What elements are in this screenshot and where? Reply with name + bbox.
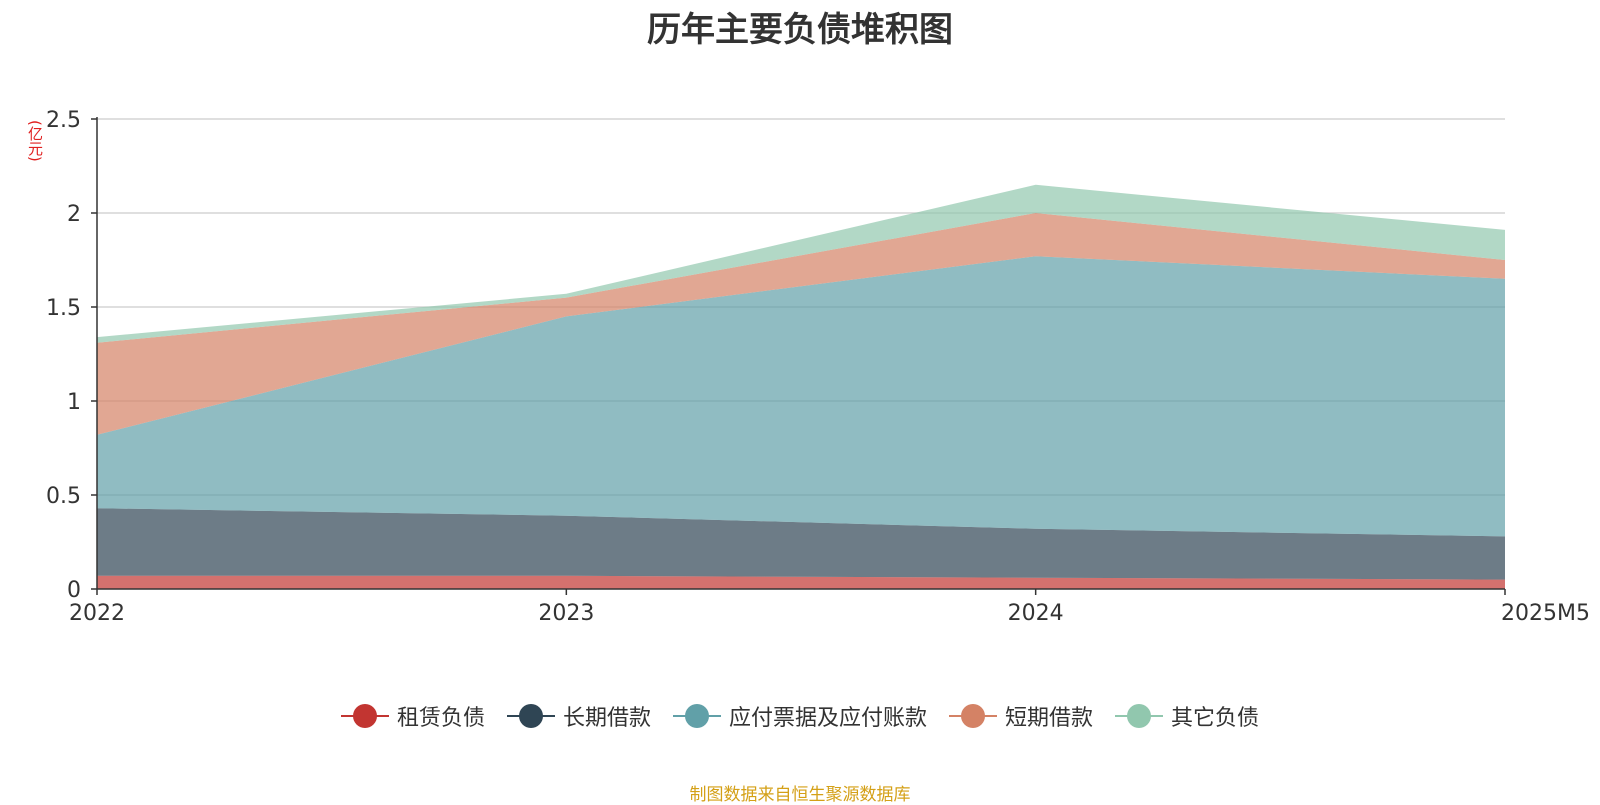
data-source-note: 制图数据来自恒生聚源数据库 [689,785,911,805]
legend-label: 其它负债 [1171,706,1260,731]
legend-marker-icon [1115,704,1164,728]
area-短期借款 [97,213,1505,435]
x-tick-label: 2022 [69,601,125,626]
legend-label: 长期借款 [562,706,651,731]
y-tick-label: 2 [67,202,81,227]
legend-marker-icon [949,704,997,728]
x-tick-label: 2023 [538,601,594,626]
legend-label: 短期借款 [1005,706,1094,731]
legend-item[interactable]: 长期借款 [506,700,651,732]
legend-marker-icon [340,704,389,728]
legend-marker-icon [672,704,721,728]
x-tick-label: 2024 [1008,601,1064,626]
legend-marker-icon [506,704,555,728]
y-tick-label: 2.5 [46,108,81,133]
chart-title: 历年主要负债堆积图 [647,10,953,50]
legend-item[interactable]: 租赁负债 [340,700,485,732]
legend-label: 应付票据及应付账款 [728,706,927,731]
axes: 0 0.5 1 1.5 2 2.5 2022 2023 2024 2025M5 [46,108,1590,626]
area-租赁负债 [97,575,1505,589]
legend-label: 租赁负债 [396,706,485,731]
y-axis-unit-label: (亿元) [26,120,44,162]
area-应付票据及应付账款 [97,256,1505,537]
x-tick-label: 2025M5 [1501,601,1590,626]
y-tick-label: 1.5 [46,296,81,321]
y-tick-label: 1 [67,390,81,415]
stacked-area-chart: 0 0.5 1 1.5 2 2.5 2022 2023 2024 2025M5 [46,108,1590,626]
area-其它负债 [97,184,1505,343]
area-长期借款 [97,508,1505,580]
legend-item[interactable]: 短期借款 [949,700,1093,732]
legend: 租赁负债 长期借款 应付票据及应付账款 短期借款 其它负债 [0,700,1600,732]
legend-item[interactable]: 应付票据及应付账款 [672,700,927,732]
legend-item[interactable]: 其它负债 [1115,700,1259,732]
y-tick-label: 0.5 [46,484,81,509]
area-series [97,184,1505,589]
y-tick-label: 0 [67,578,81,603]
